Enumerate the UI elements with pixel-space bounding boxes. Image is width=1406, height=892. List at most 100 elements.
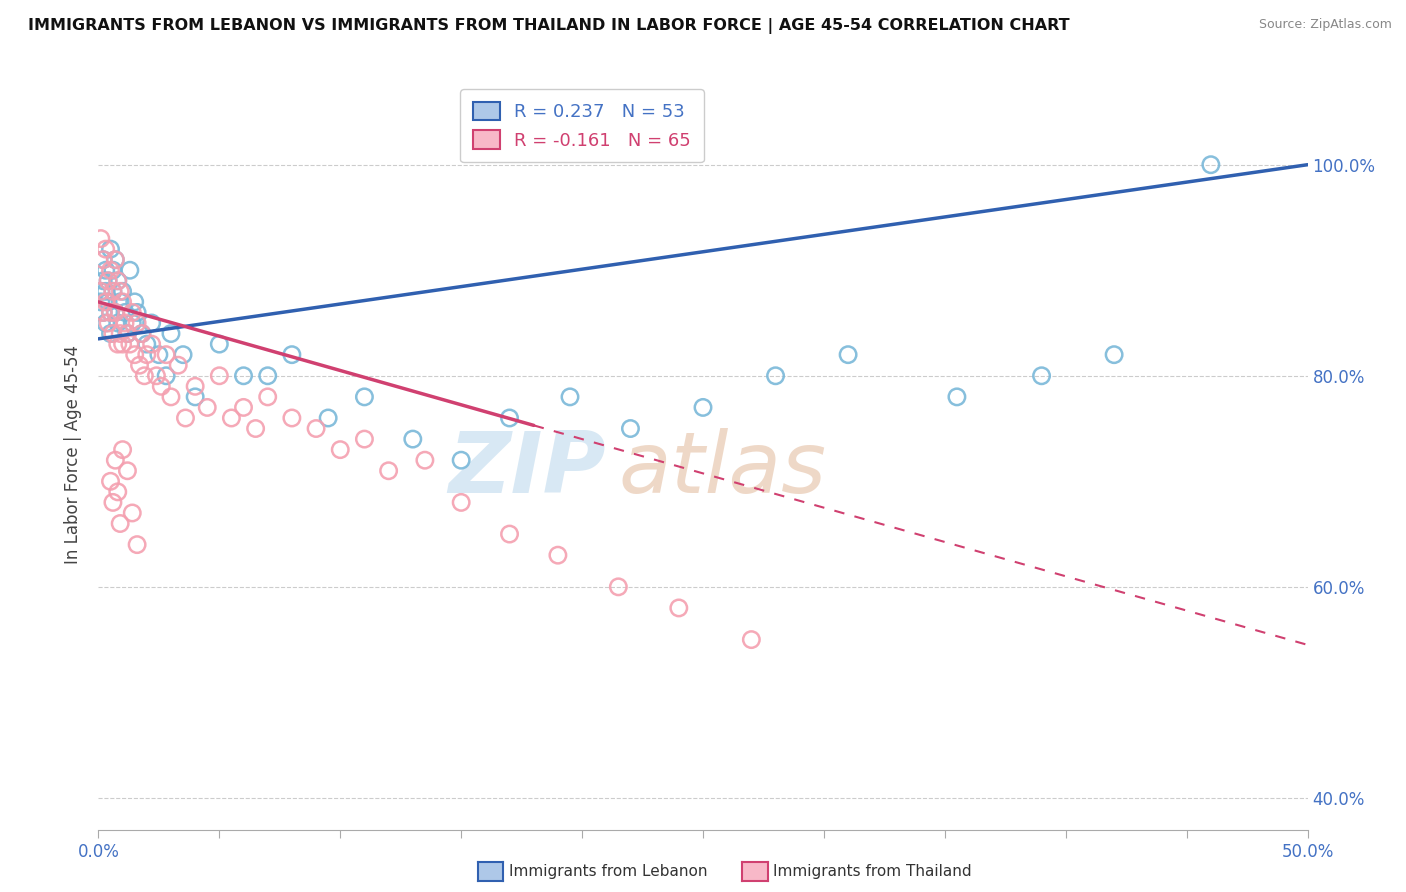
Point <box>111 442 134 457</box>
Point <box>94 263 117 277</box>
Point <box>148 348 170 362</box>
Point <box>104 453 127 467</box>
Point <box>946 390 969 404</box>
Point <box>121 316 143 330</box>
Point <box>208 368 231 383</box>
Point <box>668 601 690 615</box>
Point <box>101 326 124 341</box>
Point <box>100 326 122 341</box>
Legend: R = 0.237   N = 53, R = -0.161   N = 65: R = 0.237 N = 53, R = -0.161 N = 65 <box>460 89 704 162</box>
Point <box>101 495 124 509</box>
Point <box>91 252 114 267</box>
Point <box>90 285 112 299</box>
Point <box>740 632 762 647</box>
Point <box>402 432 425 446</box>
Point <box>121 305 143 319</box>
Point <box>547 548 569 562</box>
Point <box>128 358 150 372</box>
Point <box>118 337 141 351</box>
Point <box>131 326 153 341</box>
Point <box>94 294 117 309</box>
Point <box>97 274 120 288</box>
Point <box>498 527 520 541</box>
Point <box>111 294 134 309</box>
Point <box>104 305 127 319</box>
Point <box>305 421 328 435</box>
Point <box>107 274 129 288</box>
Point <box>765 368 787 383</box>
Point <box>232 368 254 383</box>
Point <box>141 337 163 351</box>
Point <box>134 368 156 383</box>
Point <box>160 390 183 404</box>
Point <box>117 464 139 478</box>
Point <box>100 242 122 256</box>
Point <box>281 411 304 425</box>
Point <box>245 421 267 435</box>
Point <box>450 453 472 467</box>
Text: Source: ZipAtlas.com: Source: ZipAtlas.com <box>1258 18 1392 31</box>
Point <box>100 475 122 489</box>
Text: IMMIGRANTS FROM LEBANON VS IMMIGRANTS FROM THAILAND IN LABOR FORCE | AGE 45-54 C: IMMIGRANTS FROM LEBANON VS IMMIGRANTS FR… <box>28 18 1070 34</box>
Point <box>281 348 304 362</box>
Point <box>127 316 149 330</box>
Point <box>127 305 149 319</box>
Point <box>107 484 129 499</box>
Point <box>150 379 173 393</box>
Point <box>104 252 127 267</box>
Point <box>377 464 399 478</box>
Point <box>837 348 859 362</box>
Point <box>107 274 129 288</box>
Point <box>135 337 157 351</box>
Point <box>141 316 163 330</box>
Point <box>117 326 139 341</box>
Point <box>94 316 117 330</box>
Y-axis label: In Labor Force | Age 45-54: In Labor Force | Age 45-54 <box>65 345 83 565</box>
Point <box>160 326 183 341</box>
Point <box>155 348 177 362</box>
Point <box>117 326 139 341</box>
Point <box>107 337 129 351</box>
Point <box>108 326 131 341</box>
Point <box>111 285 134 299</box>
Point <box>1199 158 1222 172</box>
Point <box>498 411 520 425</box>
Text: Immigrants from Thailand: Immigrants from Thailand <box>773 864 972 879</box>
Point <box>91 252 114 267</box>
Point <box>114 305 136 319</box>
Text: ZIP: ZIP <box>449 428 606 511</box>
Point <box>256 368 278 383</box>
Point <box>107 316 129 330</box>
Point <box>108 285 131 299</box>
Point <box>100 305 122 319</box>
Point <box>174 411 197 425</box>
Point <box>135 348 157 362</box>
Point <box>97 294 120 309</box>
Point <box>101 285 124 299</box>
Point <box>90 294 112 309</box>
Point <box>90 285 112 299</box>
Point <box>124 294 146 309</box>
Point <box>114 316 136 330</box>
Point <box>100 305 122 319</box>
Point <box>90 231 112 245</box>
Point <box>329 442 352 457</box>
Point <box>208 337 231 351</box>
Point <box>118 263 141 277</box>
Point <box>316 411 339 425</box>
Point <box>131 326 153 341</box>
Point <box>108 516 131 531</box>
Point <box>94 285 117 299</box>
Point <box>94 242 117 256</box>
Point <box>184 390 207 404</box>
Point <box>97 274 120 288</box>
Point <box>145 368 167 383</box>
Point <box>353 390 375 404</box>
Point <box>692 401 714 415</box>
Point <box>167 358 190 372</box>
Point <box>172 348 194 362</box>
Point <box>558 390 581 404</box>
Point <box>127 538 149 552</box>
Point <box>1031 368 1053 383</box>
Point <box>100 263 122 277</box>
